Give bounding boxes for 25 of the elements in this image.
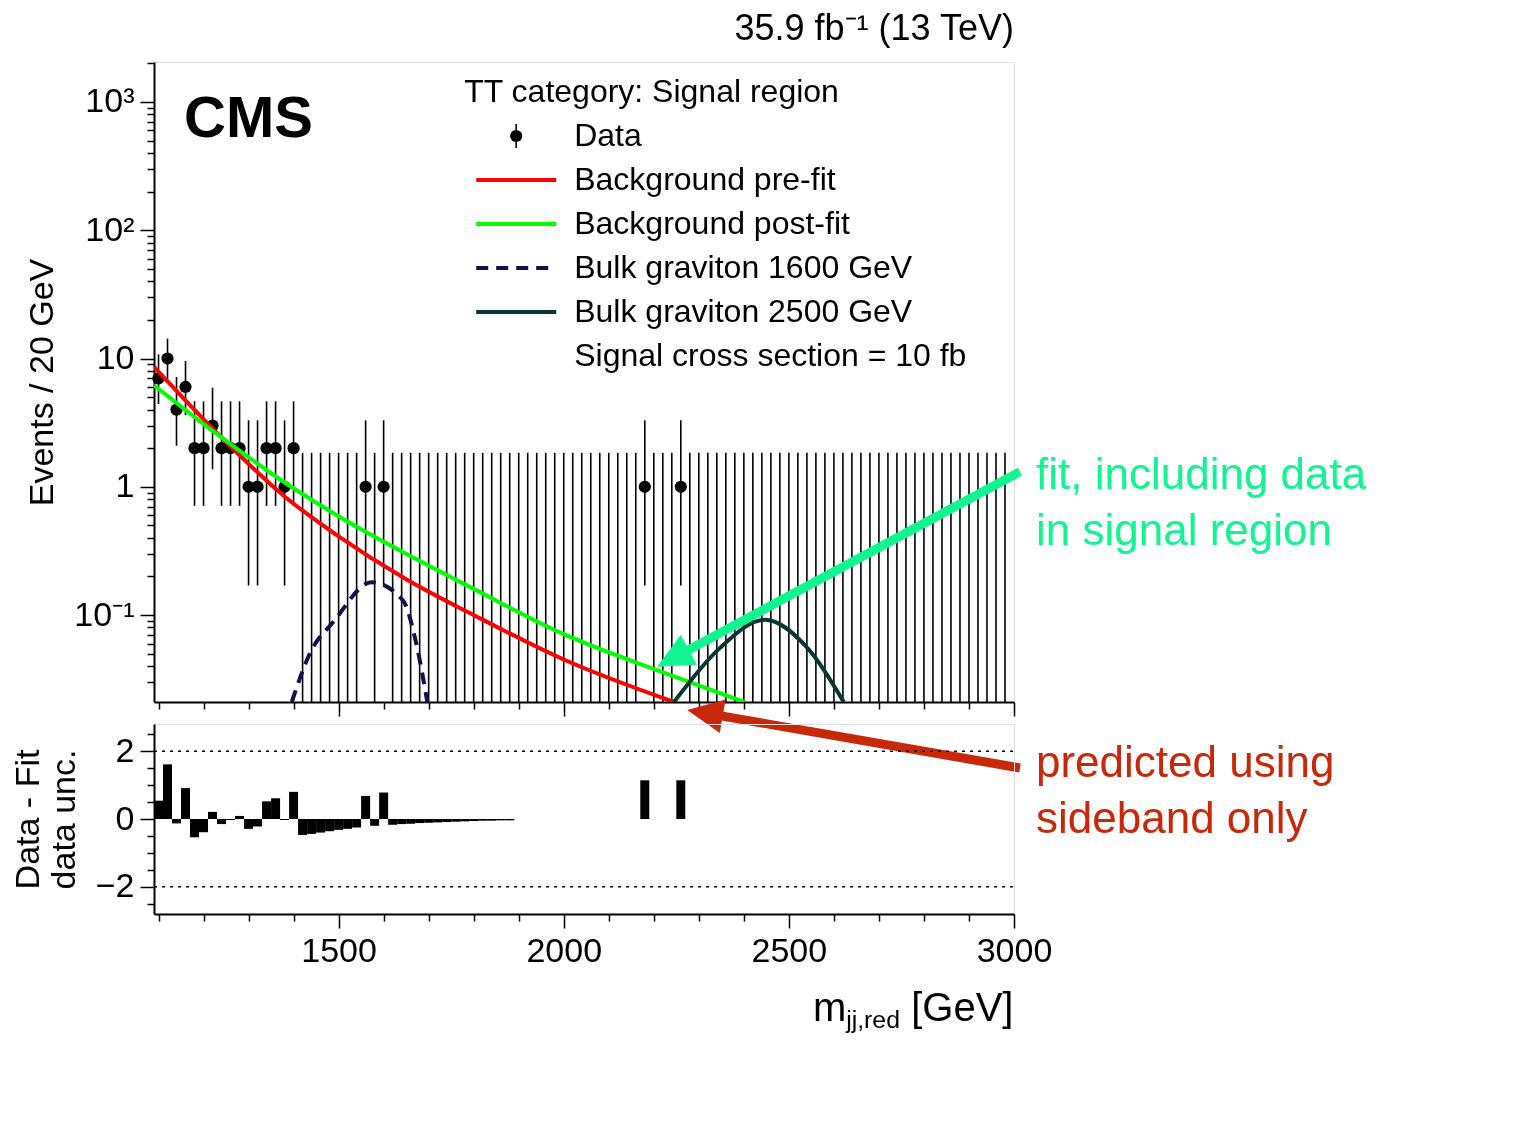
y-tick-label: 1: [115, 466, 135, 505]
x-tick-label: 2500: [751, 930, 828, 969]
y-tick-label: −2: [95, 866, 135, 905]
y-tick-label: 0: [115, 798, 135, 837]
legend-label: Bulk graviton 2500 GeV: [574, 293, 913, 329]
text: fit, including data in signal region: [1036, 449, 1367, 555]
legend-label: Bulk graviton 1600 GeV: [574, 249, 913, 285]
y-tick-label: 10: [96, 338, 135, 377]
x-tick-label: 3000: [976, 930, 1053, 969]
x-tick-label: 2000: [526, 930, 603, 969]
x-tick-label: 1500: [301, 930, 377, 969]
legend-label: Background pre-fit: [574, 161, 836, 197]
text: predicted using sideband only: [1036, 737, 1335, 842]
legend-label: Background post-fit: [574, 205, 851, 241]
y-tick-label: 2: [115, 730, 135, 769]
y-tick-label: 10³: [85, 81, 135, 120]
annotation: Signal cross section = 10 fb: [574, 337, 967, 373]
legend-title: TT category: Signal region: [464, 73, 839, 109]
legend-label: Data: [574, 117, 642, 153]
y-axis-title: Events / 20 GeV: [22, 258, 61, 507]
y-tick-label: 10⁻¹: [74, 594, 135, 633]
y-tick-label: 10²: [85, 209, 135, 248]
annotation: CMS: [184, 84, 313, 149]
y-axis-title: Data - Fit data unc.: [7, 749, 82, 890]
text: 35.9 fb⁻¹ (13 TeV): [734, 7, 1014, 48]
